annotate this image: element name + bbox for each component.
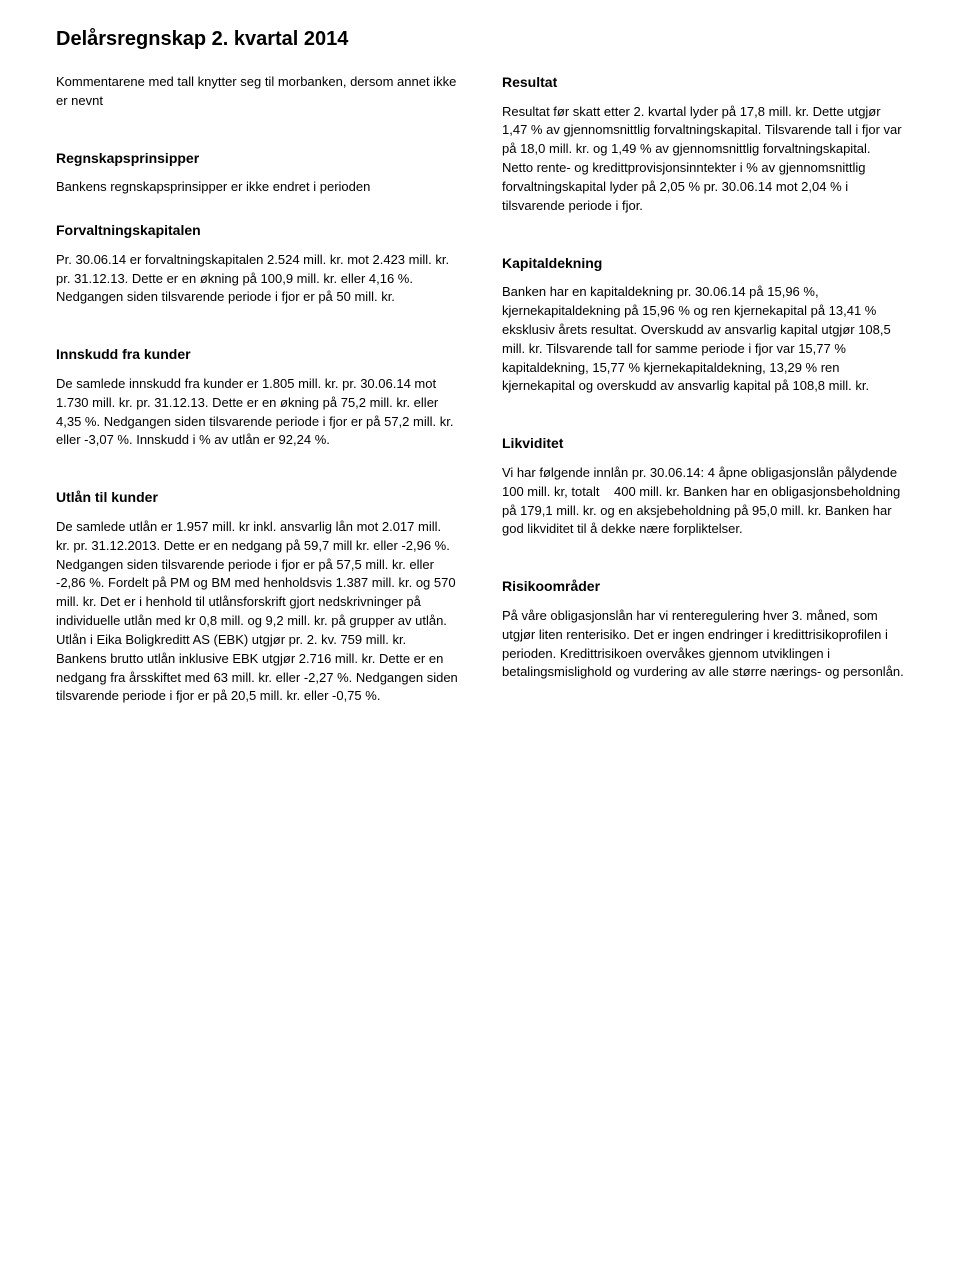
intro-text: Kommentarene med tall knytter seg til mo… [56,73,458,111]
text-kapitaldekning: Banken har en kapitaldekning pr. 30.06.1… [502,283,904,396]
heading-risiko: Risikoområder [502,577,904,597]
page-title: Delårsregnskap 2. kvartal 2014 [56,28,904,51]
text-resultat: Resultat før skatt etter 2. kvartal lyde… [502,103,904,216]
heading-utlan: Utlån til kunder [56,488,458,508]
spacer [56,327,458,345]
text-innskudd: De samlede innskudd fra kunder er 1.805 … [56,375,458,450]
columns-wrapper: Kommentarene med tall knytter seg til mo… [56,73,904,726]
heading-regnskapsprinsipper: Regnskapsprinsipper [56,149,458,169]
heading-resultat: Resultat [502,73,904,93]
text-utlan: De samlede utlån er 1.957 mill. kr inkl.… [56,518,458,706]
right-column: Resultat Resultat før skatt etter 2. kva… [502,73,904,726]
spacer [502,559,904,577]
heading-innskudd: Innskudd fra kunder [56,345,458,365]
spacer [502,416,904,434]
text-regnskapsprinsipper: Bankens regnskapsprinsipper er ikke endr… [56,178,458,197]
spacer [56,131,458,149]
heading-kapitaldekning: Kapitaldekning [502,254,904,274]
text-forvaltningskapitalen: Pr. 30.06.14 er forvaltningskapitalen 2.… [56,251,458,308]
spacer [56,470,458,488]
heading-likviditet: Likviditet [502,434,904,454]
text-risiko: På våre obligasjonslån har vi renteregul… [502,607,904,682]
left-column: Kommentarene med tall knytter seg til mo… [56,73,458,726]
spacer [502,236,904,254]
heading-forvaltningskapitalen: Forvaltningskapitalen [56,221,458,241]
page: Delårsregnskap 2. kvartal 2014 Kommentar… [0,0,960,1284]
text-likviditet: Vi har følgende innlån pr. 30.06.14: 4 å… [502,464,904,539]
